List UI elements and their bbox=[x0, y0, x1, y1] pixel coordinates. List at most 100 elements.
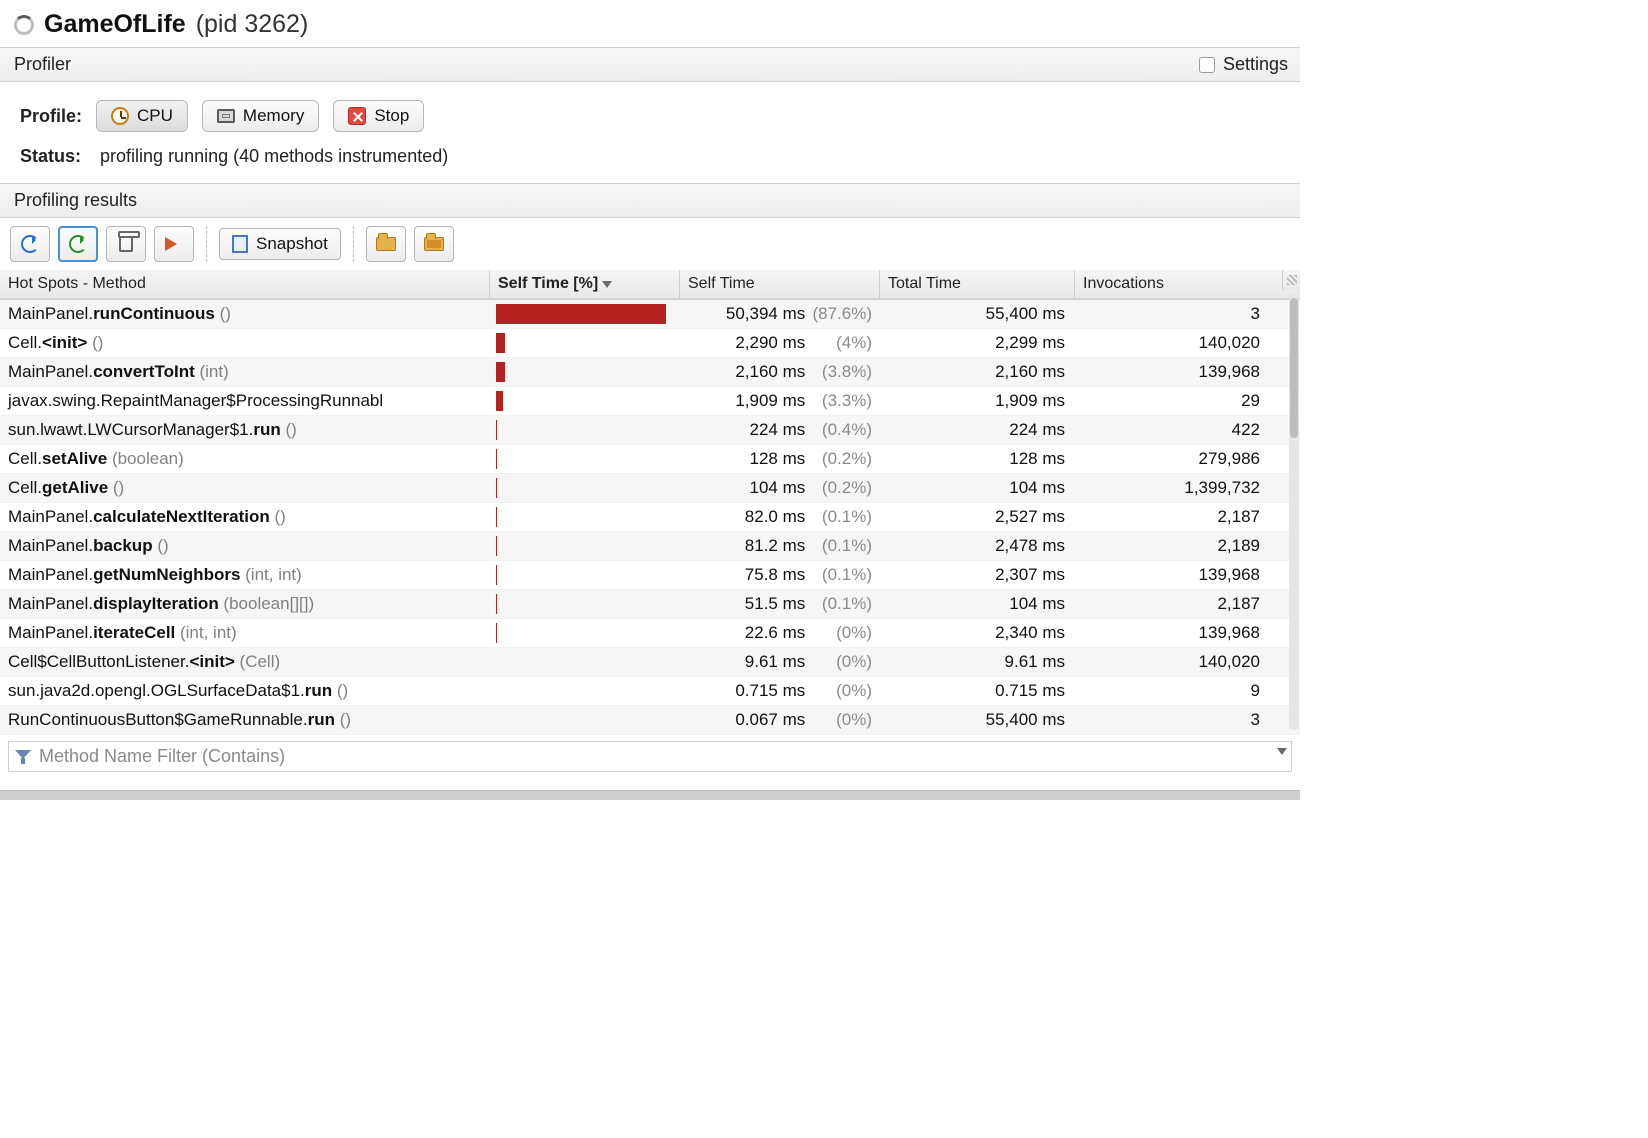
self-pct-bar-cell bbox=[490, 678, 680, 704]
memory-button-label: Memory bbox=[243, 106, 304, 126]
refresh-blue-icon bbox=[21, 235, 39, 253]
col-self-pct[interactable]: Self Time [%] bbox=[490, 270, 680, 298]
total-time-cell: 2,340 ms bbox=[880, 619, 1075, 647]
snapshot-button[interactable]: Snapshot bbox=[219, 228, 341, 260]
folder-icon bbox=[376, 237, 396, 251]
table-row[interactable]: MainPanel.iterateCell (int, int)22.6 ms … bbox=[0, 619, 1300, 648]
method-cell: Cell$CellButtonListener.<init> (Cell) bbox=[0, 648, 490, 676]
refresh-green-icon bbox=[69, 235, 87, 253]
total-time-cell: 55,400 ms bbox=[880, 300, 1075, 328]
self-time-cell: 1,909 ms (3.3%) bbox=[680, 387, 880, 415]
invocations-cell: 3 bbox=[1075, 706, 1270, 734]
method-cell: Cell.getAlive () bbox=[0, 474, 490, 502]
table-row[interactable]: Cell.<init> ()2,290 ms (4%)2,299 ms140,0… bbox=[0, 329, 1300, 358]
total-time-cell: 2,307 ms bbox=[880, 561, 1075, 589]
table-row[interactable]: Cell.setAlive (boolean)128 ms (0.2%)128 … bbox=[0, 445, 1300, 474]
export-button[interactable] bbox=[154, 226, 194, 262]
table-row[interactable]: MainPanel.backup ()81.2 ms (0.1%)2,478 m… bbox=[0, 532, 1300, 561]
table-row[interactable]: RunContinuousButton$GameRunnable.run ()0… bbox=[0, 706, 1300, 735]
settings-checkbox[interactable] bbox=[1199, 57, 1215, 73]
tab-settings[interactable]: Settings bbox=[1223, 54, 1288, 75]
tab-profiler[interactable]: Profiler bbox=[14, 54, 71, 75]
total-time-cell: 224 ms bbox=[880, 416, 1075, 444]
invocations-cell: 140,020 bbox=[1075, 648, 1270, 676]
method-cell: Cell.setAlive (boolean) bbox=[0, 445, 490, 473]
total-time-cell: 9.61 ms bbox=[880, 648, 1075, 676]
stop-button[interactable]: Stop bbox=[333, 100, 424, 132]
total-time-cell: 104 ms bbox=[880, 474, 1075, 502]
status-row: Status: profiling running (40 methods in… bbox=[0, 142, 1300, 183]
self-pct-bar-cell bbox=[490, 359, 680, 385]
self-pct-bar-cell bbox=[490, 388, 680, 414]
cpu-button[interactable]: CPU bbox=[96, 100, 188, 132]
self-time-cell: 0.715 ms (0%) bbox=[680, 677, 880, 705]
vertical-scrollbar[interactable] bbox=[1289, 294, 1299, 730]
table-row[interactable]: sun.lwawt.LWCursorManager$1.run () 224 ms… bbox=[0, 416, 1300, 445]
total-time-cell: 55,400 ms bbox=[880, 706, 1075, 734]
method-cell: MainPanel.displayIteration (boolean[][]) bbox=[0, 590, 490, 618]
table-row[interactable]: MainPanel.convertToInt (int) 2,160 ms (3.… bbox=[0, 358, 1300, 387]
column-chooser-button[interactable] bbox=[1282, 270, 1300, 290]
table-body: MainPanel.runContinuous ()50,394 ms (87.… bbox=[0, 299, 1300, 735]
method-cell: sun.java2d.opengl.OGLSurfaceData$1.run (… bbox=[0, 677, 490, 705]
refresh-all-button[interactable] bbox=[10, 226, 50, 262]
funnel-icon bbox=[15, 750, 31, 764]
save-snapshot-button[interactable] bbox=[414, 226, 454, 262]
load-snapshot-button[interactable] bbox=[366, 226, 406, 262]
chevron-down-icon[interactable] bbox=[1277, 748, 1287, 760]
self-time-cell: 2,160 ms (3.8%) bbox=[680, 358, 880, 386]
self-pct-bar-cell bbox=[490, 330, 680, 356]
method-cell: MainPanel.convertToInt (int) bbox=[0, 358, 490, 386]
results-table: Hot Spots - Method Self Time [%] Self Ti… bbox=[0, 270, 1300, 772]
invocations-cell: 3 bbox=[1075, 300, 1270, 328]
stop-button-label: Stop bbox=[374, 106, 409, 126]
document-icon bbox=[232, 235, 248, 253]
self-time-cell: 50,394 ms (87.6%) bbox=[680, 300, 880, 328]
self-pct-bar-cell bbox=[490, 475, 680, 501]
self-time-cell: 128 ms (0.2%) bbox=[680, 445, 880, 473]
table-row[interactable]: MainPanel.calculateNextIteration ()82.0 … bbox=[0, 503, 1300, 532]
invocations-cell: 139,968 bbox=[1075, 561, 1270, 589]
stop-icon bbox=[348, 107, 366, 125]
reset-button[interactable] bbox=[106, 226, 146, 262]
status-text: profiling running (40 methods instrument… bbox=[100, 146, 448, 166]
memory-button[interactable]: Memory bbox=[202, 100, 319, 132]
results-toolbar: Snapshot bbox=[0, 218, 1300, 270]
col-invocations[interactable]: Invocations bbox=[1075, 270, 1270, 298]
table-header: Hot Spots - Method Self Time [%] Self Ti… bbox=[0, 270, 1300, 299]
grip-icon bbox=[1287, 275, 1297, 285]
profiler-window: GameOfLife (pid 3262) Profiler Settings … bbox=[0, 0, 1300, 800]
toolbar-separator-2 bbox=[353, 226, 354, 262]
table-row[interactable]: Cell$CellButtonListener.<init> (Cell) 9.6… bbox=[0, 648, 1300, 677]
app-title: GameOfLife bbox=[44, 10, 186, 39]
table-row[interactable]: MainPanel.runContinuous ()50,394 ms (87.… bbox=[0, 300, 1300, 329]
invocations-cell: 139,968 bbox=[1075, 619, 1270, 647]
auto-refresh-button[interactable] bbox=[58, 226, 98, 262]
invocations-cell: 2,189 bbox=[1075, 532, 1270, 560]
self-pct-bar-cell bbox=[490, 301, 680, 327]
table-row[interactable]: MainPanel.getNumNeighbors (int, int) 75.8… bbox=[0, 561, 1300, 590]
toolbar-separator bbox=[206, 226, 207, 262]
col-method[interactable]: Hot Spots - Method bbox=[0, 270, 490, 298]
table-row[interactable]: MainPanel.displayIteration (boolean[][])… bbox=[0, 590, 1300, 619]
col-total-time[interactable]: Total Time bbox=[880, 270, 1075, 298]
invocations-cell: 9 bbox=[1075, 677, 1270, 705]
total-time-cell: 2,527 ms bbox=[880, 503, 1075, 531]
table-row[interactable]: javax.swing.RepaintManager$ProcessingRun… bbox=[0, 387, 1300, 416]
invocations-cell: 29 bbox=[1075, 387, 1270, 415]
trash-icon bbox=[119, 236, 133, 252]
total-time-cell: 0.715 ms bbox=[880, 677, 1075, 705]
col-self-time[interactable]: Self Time bbox=[680, 270, 880, 298]
invocations-cell: 1,399,732 bbox=[1075, 474, 1270, 502]
table-row[interactable]: Cell.getAlive ()104 ms (0.2%)104 ms1,399… bbox=[0, 474, 1300, 503]
method-cell: sun.lwawt.LWCursorManager$1.run () bbox=[0, 416, 490, 444]
profile-controls: Profile: CPU Memory Stop bbox=[0, 82, 1300, 142]
self-time-cell: 75.8 ms (0.1%) bbox=[680, 561, 880, 589]
filter-row[interactable]: Method Name Filter (Contains) bbox=[8, 741, 1292, 772]
self-time-cell: 51.5 ms (0.1%) bbox=[680, 590, 880, 618]
invocations-cell: 422 bbox=[1075, 416, 1270, 444]
table-row[interactable]: sun.java2d.opengl.OGLSurfaceData$1.run (… bbox=[0, 677, 1300, 706]
self-time-cell: 2,290 ms (4%) bbox=[680, 329, 880, 357]
total-time-cell: 2,160 ms bbox=[880, 358, 1075, 386]
method-cell: MainPanel.getNumNeighbors (int, int) bbox=[0, 561, 490, 589]
